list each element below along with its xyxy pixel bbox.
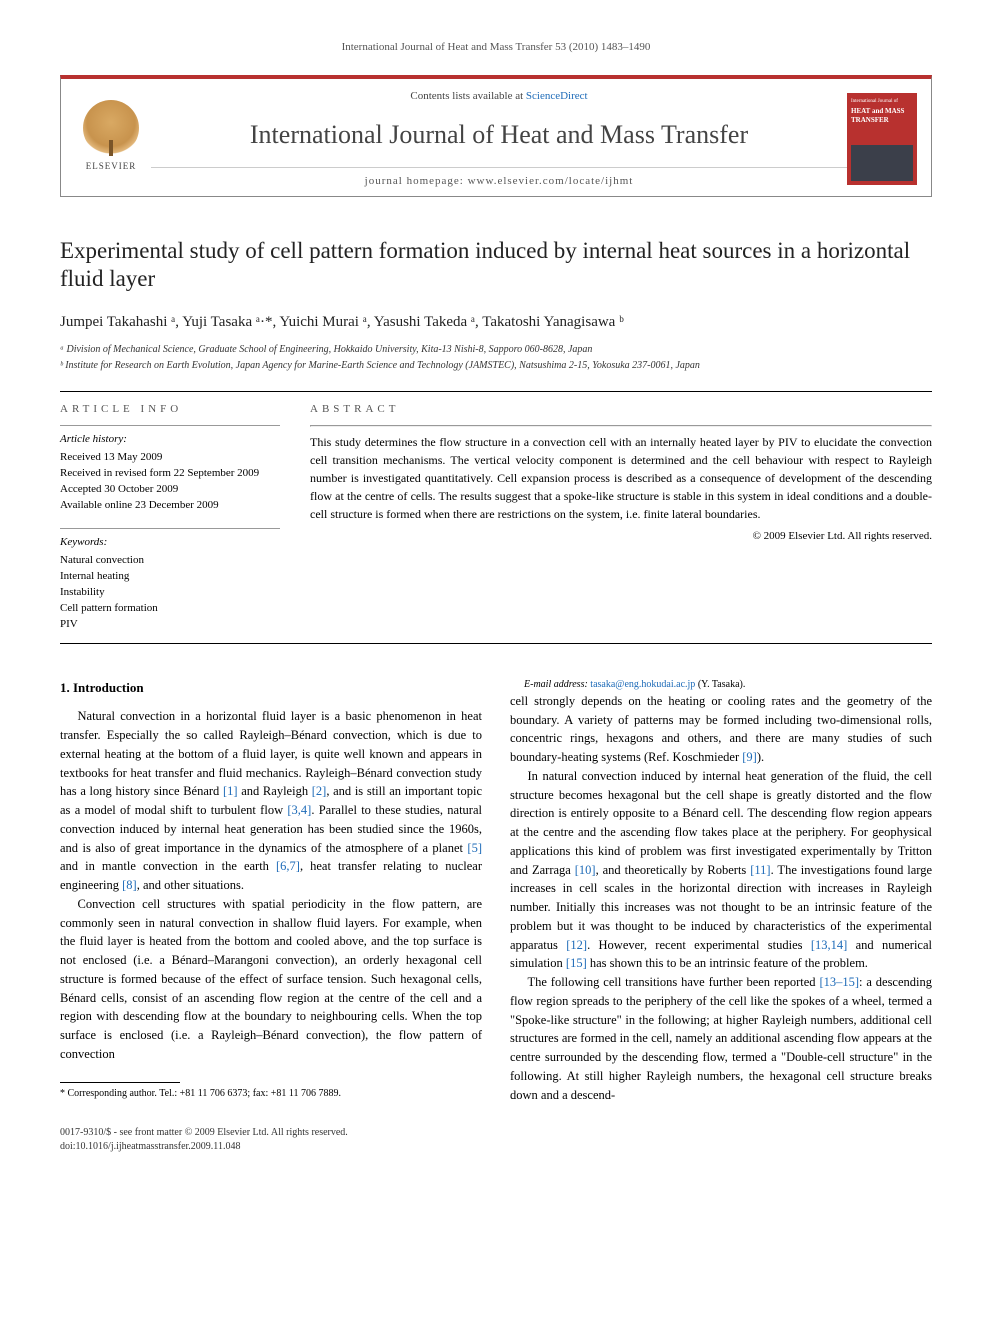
- elsevier-wordmark: ELSEVIER: [86, 160, 137, 173]
- info-rule-2: [60, 528, 280, 529]
- affiliations: ᵃ Division of Mechanical Science, Gradua…: [60, 343, 932, 373]
- history-revised: Received in revised form 22 September 20…: [60, 466, 280, 482]
- running-head: International Journal of Heat and Mass T…: [60, 40, 932, 55]
- history-accepted: Accepted 30 October 2009: [60, 482, 280, 498]
- affiliation-a: ᵃ Division of Mechanical Science, Gradua…: [60, 343, 932, 357]
- body-paragraph: Convection cell structures with spatial …: [60, 895, 482, 1064]
- citation-link[interactable]: [11]: [750, 863, 770, 877]
- history-received: Received 13 May 2009: [60, 450, 280, 466]
- elsevier-tree-icon: [83, 100, 139, 156]
- cover-small-text-1: International Journal of: [851, 99, 913, 105]
- citation-link[interactable]: [10]: [575, 863, 596, 877]
- body-paragraph: In natural convection induced by interna…: [510, 767, 932, 973]
- email-link[interactable]: tasaka@eng.hokudai.ac.jp: [590, 679, 695, 690]
- article-info-column: ARTICLE INFO Article history: Received 1…: [60, 402, 280, 633]
- authors: Jumpei Takahashi ᵃ, Yuji Tasaka ᵃ·*, Yui…: [60, 312, 932, 333]
- doi-line: doi:10.1016/j.ijheatmasstransfer.2009.11…: [60, 1140, 932, 1154]
- rule-bottom: [60, 643, 932, 644]
- keyword: Cell pattern formation: [60, 601, 280, 617]
- front-matter-line: 0017-9310/$ - see front matter © 2009 El…: [60, 1126, 932, 1140]
- history-head: Article history:: [60, 432, 280, 448]
- homepage-url[interactable]: www.elsevier.com/locate/ijhmt: [468, 175, 634, 187]
- copyright: © 2009 Elsevier Ltd. All rights reserved…: [310, 529, 932, 544]
- keyword: Instability: [60, 585, 280, 601]
- abs-rule: [310, 425, 932, 427]
- citation-link[interactable]: [12]: [566, 938, 587, 952]
- body-paragraph: cell strongly depends on the heating or …: [510, 692, 932, 767]
- rule-top: [60, 391, 932, 392]
- email-label: E-mail address:: [524, 679, 590, 690]
- journal-cover-thumbnail: International Journal of HEAT and MASS T…: [847, 93, 917, 185]
- citation-link[interactable]: [13,14]: [811, 938, 847, 952]
- abstract-column: ABSTRACT This study determines the flow …: [310, 402, 932, 633]
- citation-link[interactable]: [6,7]: [276, 859, 300, 873]
- corresponding-author-footnote: * Corresponding author. Tel.: +81 11 706…: [60, 1087, 482, 1101]
- affiliation-b: ᵇ Institute for Research on Earth Evolut…: [60, 359, 932, 373]
- abstract-text: This study determines the flow structure…: [310, 433, 932, 523]
- contents-line: Contents lists available at ScienceDirec…: [165, 89, 833, 104]
- citation-link[interactable]: [2]: [312, 784, 327, 798]
- body-paragraph: The following cell transitions have furt…: [510, 973, 932, 1104]
- abstract-label: ABSTRACT: [310, 402, 932, 417]
- article-title: Experimental study of cell pattern forma…: [60, 237, 932, 295]
- body-columns: 1. Introduction Natural convection in a …: [60, 678, 932, 1105]
- keywords-head: Keywords:: [60, 535, 280, 551]
- citation-link[interactable]: [8]: [122, 878, 137, 892]
- cover-small-text-2: HEAT and MASS TRANSFER: [851, 107, 913, 124]
- info-rule: [60, 425, 280, 426]
- elsevier-logo: ELSEVIER: [75, 100, 147, 178]
- citation-link[interactable]: [9]: [742, 750, 757, 764]
- citation-link[interactable]: [5]: [467, 841, 482, 855]
- citation-link[interactable]: [15]: [566, 956, 587, 970]
- history-online: Available online 23 December 2009: [60, 498, 280, 514]
- journal-title: International Journal of Heat and Mass T…: [165, 117, 833, 153]
- journal-header: ELSEVIER Contents lists available at Sci…: [60, 75, 932, 196]
- homepage-line: journal homepage: www.elsevier.com/locat…: [151, 167, 847, 189]
- keyword: Natural convection: [60, 553, 280, 569]
- keyword: Internal heating: [60, 569, 280, 585]
- footnote-separator: [60, 1082, 180, 1083]
- citation-link[interactable]: [3,4]: [287, 803, 311, 817]
- body-paragraph: Natural convection in a horizontal fluid…: [60, 707, 482, 895]
- keyword: PIV: [60, 617, 280, 633]
- homepage-prefix: journal homepage:: [365, 175, 468, 187]
- citation-link[interactable]: [1]: [223, 784, 238, 798]
- email-footnote: E-mail address: tasaka@eng.hokudai.ac.jp…: [510, 678, 932, 692]
- sciencedirect-link[interactable]: ScienceDirect: [526, 90, 588, 102]
- footer: 0017-9310/$ - see front matter © 2009 El…: [60, 1126, 932, 1154]
- citation-link[interactable]: [13–15]: [819, 975, 859, 989]
- contents-prefix: Contents lists available at: [410, 90, 525, 102]
- section-heading: 1. Introduction: [60, 678, 482, 698]
- article-info-label: ARTICLE INFO: [60, 402, 280, 417]
